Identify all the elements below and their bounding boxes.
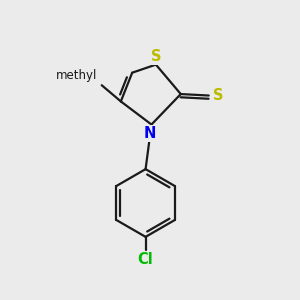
Text: S: S — [151, 49, 162, 64]
Text: N: N — [144, 126, 156, 141]
Text: methyl: methyl — [56, 69, 97, 82]
Text: S: S — [213, 88, 224, 103]
Text: Cl: Cl — [138, 252, 154, 267]
